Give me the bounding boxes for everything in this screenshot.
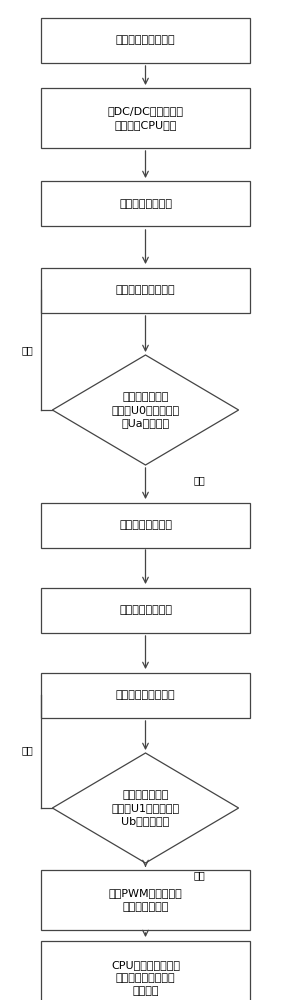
Text: 大于: 大于 <box>194 870 205 880</box>
Polygon shape <box>52 355 239 465</box>
FancyBboxPatch shape <box>41 587 250 633</box>
FancyBboxPatch shape <box>41 17 250 62</box>
Text: 开启第二控制单元: 开启第二控制单元 <box>119 605 172 615</box>
FancyBboxPatch shape <box>41 673 250 718</box>
FancyBboxPatch shape <box>41 88 250 148</box>
Text: 采用PWM控制技术开
启第三控制单元: 采用PWM控制技术开 启第三控制单元 <box>109 888 182 912</box>
Polygon shape <box>52 753 239 863</box>
Text: CPU系统通过无线通
信单元与主站或监控
平台通信: CPU系统通过无线通 信单元与主站或监控 平台通信 <box>111 960 180 996</box>
Text: 小于: 小于 <box>22 745 33 755</box>
Text: 开启第一控制单元: 开启第一控制单元 <box>119 199 172 209</box>
Text: 大于: 大于 <box>194 475 205 485</box>
Text: 系统用储能单元充电: 系统用储能单元充电 <box>116 690 175 700</box>
Text: 经DC/DC系统电源单
元，供给CPU系统: 经DC/DC系统电源单 元，供给CPU系统 <box>107 106 184 130</box>
FancyBboxPatch shape <box>41 181 250 226</box>
FancyBboxPatch shape <box>41 870 250 930</box>
Text: 采集微能量源的能量: 采集微能量源的能量 <box>116 35 175 45</box>
Text: 小于: 小于 <box>22 345 33 355</box>
FancyBboxPatch shape <box>41 503 250 548</box>
Text: 操作用储能单元充电: 操作用储能单元充电 <box>116 285 175 295</box>
Text: 将设置的系统电
压阈值U1与状态电压
Ub值进行比较: 将设置的系统电 压阈值U1与状态电压 Ub值进行比较 <box>111 790 180 826</box>
Text: 关断第一控制单元: 关断第一控制单元 <box>119 520 172 530</box>
Text: 将设置的储能电
压阈值U0与状态电压
值Ua进行比较: 将设置的储能电 压阈值U0与状态电压 值Ua进行比较 <box>111 392 180 428</box>
FancyBboxPatch shape <box>41 267 250 312</box>
FancyBboxPatch shape <box>41 940 250 1000</box>
